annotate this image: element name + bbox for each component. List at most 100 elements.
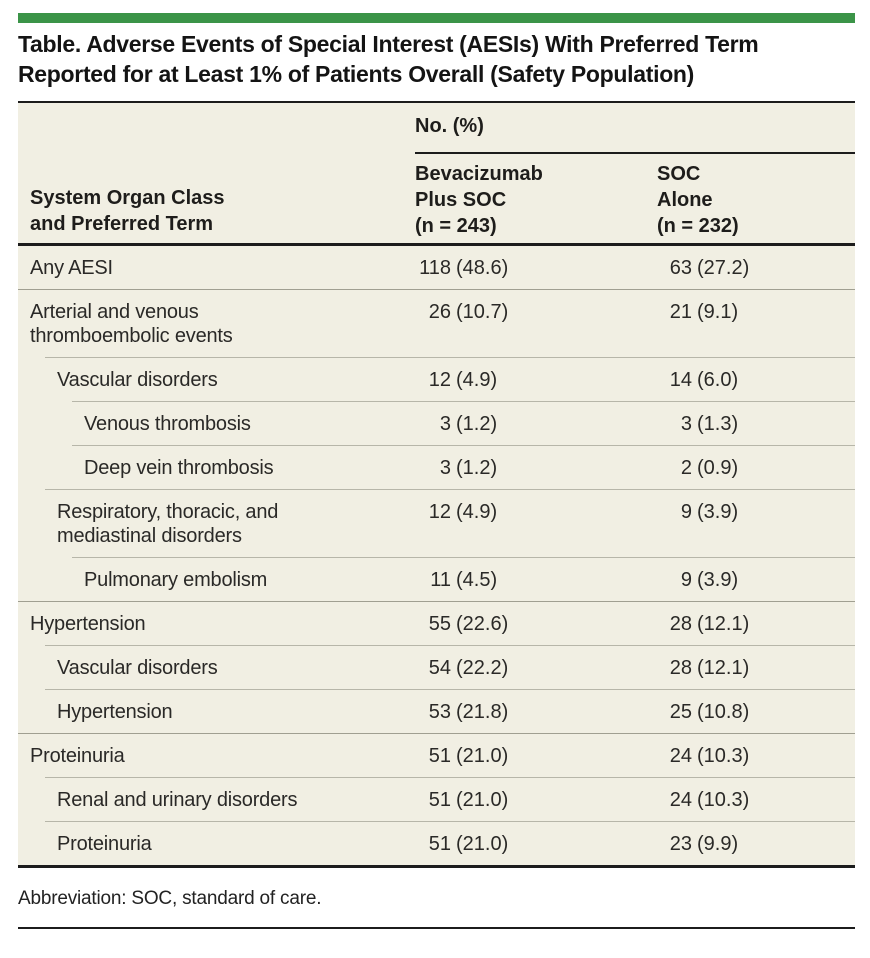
figure-page: Table. Adverse Events of Special Interes… bbox=[18, 13, 855, 929]
row-label: Vascular disorders bbox=[57, 369, 218, 391]
row-label: Vascular disorders bbox=[57, 657, 218, 679]
aesi-table: System Organ Class and Preferred Term No… bbox=[18, 101, 855, 868]
count: 63 bbox=[669, 257, 692, 279]
value-bevacizumab: 11 (4.5) bbox=[415, 568, 497, 592]
row-label: Arterial and venous thromboembolic event… bbox=[30, 301, 233, 347]
value-bevacizumab: 12 (4.9) bbox=[415, 368, 497, 392]
percent: (10.3) bbox=[697, 789, 750, 811]
column-group-header: No. (%) bbox=[415, 115, 484, 137]
percent: (22.6) bbox=[456, 613, 509, 635]
count: 9 bbox=[680, 569, 692, 591]
value-soc-alone: 23 (9.9) bbox=[657, 832, 738, 856]
value-bevacizumab: 51 (21.0) bbox=[415, 788, 509, 812]
col1-header-line-3: (n = 243) bbox=[415, 215, 497, 237]
value-bevacizumab: 53 (21.8) bbox=[415, 700, 509, 724]
row-label: Venous thrombosis bbox=[84, 413, 251, 435]
count: 51 bbox=[428, 833, 451, 855]
value-soc-alone: 9 (3.9) bbox=[657, 500, 738, 524]
table-row: Pulmonary embolism 11 (4.5) 9 (3.9) bbox=[18, 557, 855, 601]
column-header-soc-alone: SOC Alone (n = 232) bbox=[657, 161, 739, 239]
value-soc-alone: 3 (1.3) bbox=[657, 412, 738, 436]
table-title-line-1: Table. Adverse Events of Special Interes… bbox=[18, 31, 759, 57]
value-soc-alone: 14 (6.0) bbox=[657, 368, 738, 392]
percent: (27.2) bbox=[697, 257, 750, 279]
table-row: Hypertension 53 (21.8) 25 (10.8) bbox=[18, 689, 855, 733]
table-row: Venous thrombosis 3 (1.2) 3 (1.3) bbox=[18, 401, 855, 445]
column-group-underline bbox=[415, 152, 855, 154]
percent: (21.0) bbox=[456, 833, 509, 855]
percent: (9.9) bbox=[697, 833, 739, 855]
percent: (9.1) bbox=[697, 301, 739, 323]
count: 24 bbox=[669, 789, 692, 811]
percent: (1.2) bbox=[456, 457, 498, 479]
table-row: Vascular disorders 54 (22.2) 28 (12.1) bbox=[18, 645, 855, 689]
row-label: Any AESI bbox=[30, 257, 113, 279]
count: 23 bbox=[669, 833, 692, 855]
row-label: Proteinuria bbox=[30, 745, 125, 767]
count: 14 bbox=[669, 369, 692, 391]
row-header-line-1: System Organ Class bbox=[30, 187, 225, 209]
percent: (12.1) bbox=[697, 657, 750, 679]
row-label: Hypertension bbox=[30, 613, 146, 635]
row-header-label: System Organ Class and Preferred Term bbox=[30, 185, 225, 237]
value-soc-alone: 21 (9.1) bbox=[657, 300, 738, 324]
count: 12 bbox=[428, 369, 451, 391]
row-label: Deep vein thrombosis bbox=[84, 457, 274, 479]
count: 12 bbox=[428, 501, 451, 523]
count: 11 bbox=[430, 569, 451, 591]
count: 21 bbox=[669, 301, 692, 323]
percent: (12.1) bbox=[697, 613, 750, 635]
count: 3 bbox=[680, 413, 692, 435]
percent: (3.9) bbox=[697, 569, 739, 591]
count: 28 bbox=[669, 613, 692, 635]
value-bevacizumab: 55 (22.6) bbox=[415, 612, 509, 636]
value-soc-alone: 2 (0.9) bbox=[657, 456, 738, 480]
table-title: Table. Adverse Events of Special Interes… bbox=[18, 29, 855, 89]
row-label: Pulmonary embolism bbox=[84, 569, 268, 591]
row-label: Respiratory, thoracic, and mediastinal d… bbox=[57, 501, 279, 547]
table-row: Vascular disorders 12 (4.9) 14 (6.0) bbox=[18, 357, 855, 401]
count: 55 bbox=[428, 613, 451, 635]
value-soc-alone: 28 (12.1) bbox=[657, 612, 750, 636]
count: 3 bbox=[439, 413, 451, 435]
table-row: Hypertension 55 (22.6) 28 (12.1) bbox=[18, 601, 855, 645]
count: 9 bbox=[680, 501, 692, 523]
count: 28 bbox=[669, 657, 692, 679]
percent: (10.7) bbox=[456, 301, 509, 323]
count: 53 bbox=[428, 701, 451, 723]
percent: (4.9) bbox=[456, 369, 498, 391]
value-soc-alone: 24 (10.3) bbox=[657, 744, 750, 768]
percent: (1.2) bbox=[456, 413, 498, 435]
percent: (3.9) bbox=[697, 501, 739, 523]
value-bevacizumab: 3 (1.2) bbox=[415, 456, 497, 480]
percent: (0.9) bbox=[697, 457, 739, 479]
table-row: Proteinuria 51 (21.0) 23 (9.9) bbox=[18, 821, 855, 865]
count: 25 bbox=[669, 701, 692, 723]
count: 3 bbox=[439, 457, 451, 479]
bottom-rule bbox=[18, 927, 855, 929]
value-soc-alone: 9 (3.9) bbox=[657, 568, 738, 592]
value-soc-alone: 25 (10.8) bbox=[657, 700, 750, 724]
percent: (10.8) bbox=[697, 701, 750, 723]
value-soc-alone: 24 (10.3) bbox=[657, 788, 750, 812]
col2-header-line-2: Alone bbox=[657, 189, 713, 211]
percent: (22.2) bbox=[456, 657, 509, 679]
count: 54 bbox=[428, 657, 451, 679]
value-bevacizumab: 51 (21.0) bbox=[415, 832, 509, 856]
percent: (10.3) bbox=[697, 745, 750, 767]
col2-header-line-1: SOC bbox=[657, 163, 701, 185]
percent: (4.5) bbox=[456, 569, 498, 591]
count: 2 bbox=[680, 457, 692, 479]
table-row: Proteinuria 51 (21.0) 24 (10.3) bbox=[18, 733, 855, 777]
percent: (1.3) bbox=[697, 413, 739, 435]
value-bevacizumab: 51 (21.0) bbox=[415, 744, 509, 768]
table-row: Renal and urinary disorders 51 (21.0) 24(… bbox=[18, 777, 855, 821]
value-bevacizumab: 3 (1.2) bbox=[415, 412, 497, 436]
table-header: System Organ Class and Preferred Term No… bbox=[18, 103, 855, 246]
value-soc-alone: 63 (27.2) bbox=[657, 256, 750, 280]
count: 51 bbox=[428, 789, 451, 811]
value-soc-alone: 28 (12.1) bbox=[657, 656, 750, 680]
col2-header-line-3: (n = 232) bbox=[657, 215, 739, 237]
row-header-line-2: and Preferred Term bbox=[30, 213, 214, 235]
table-row: Respiratory, thoracic, and mediastinal d… bbox=[18, 489, 855, 557]
